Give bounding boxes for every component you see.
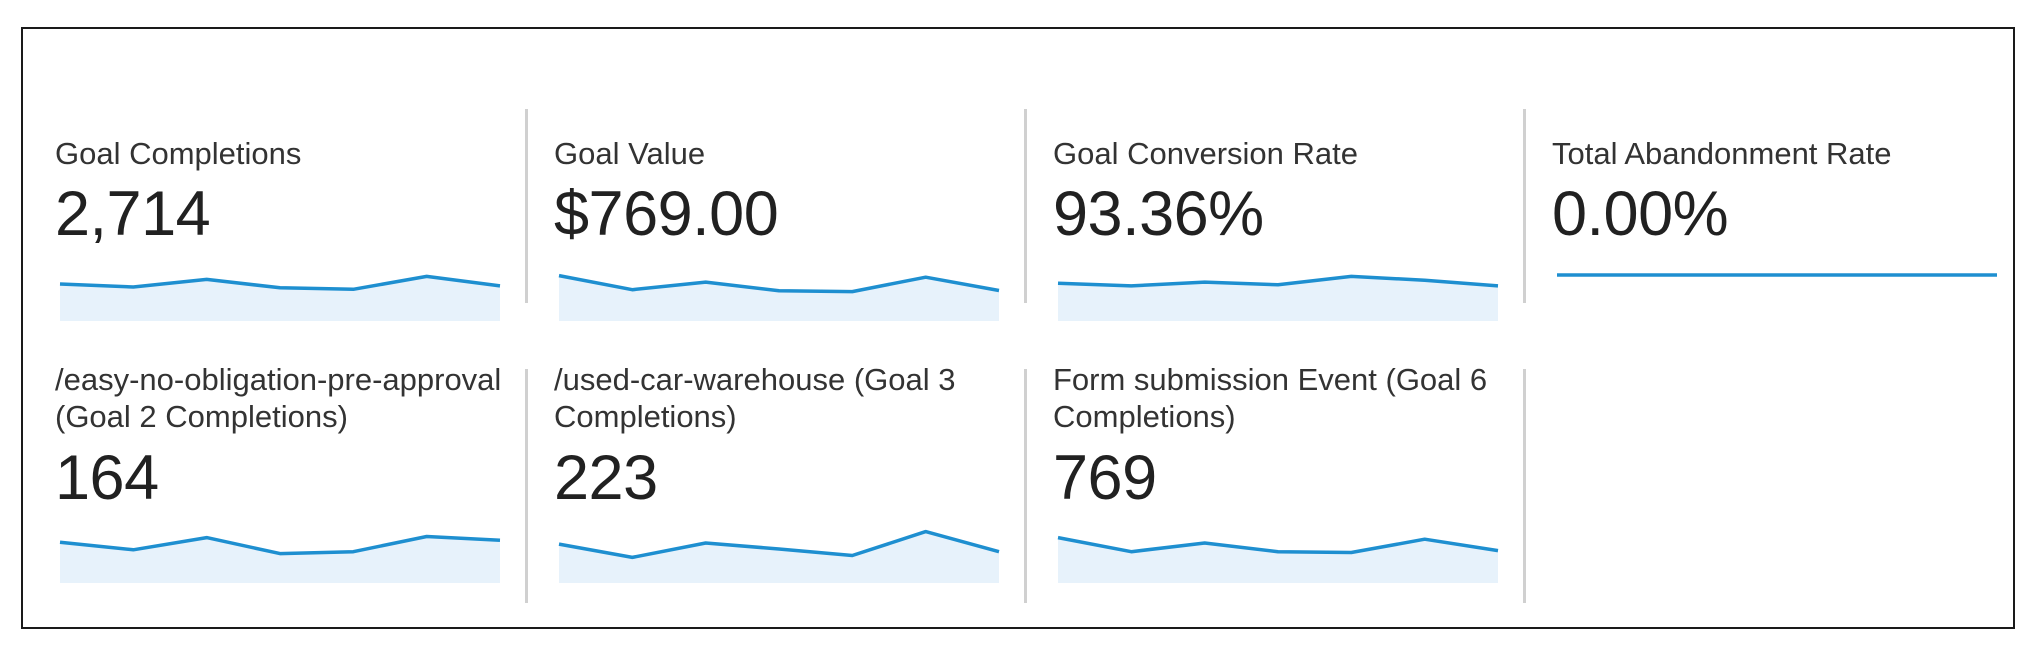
- metric-value: 2,714: [55, 179, 211, 249]
- metric-value: 93.36%: [1053, 179, 1264, 249]
- metric-label: Form submission Event (Goal 6 Completion…: [1053, 362, 1488, 434]
- sparkline-area: [60, 536, 500, 583]
- metric-value: 0.00%: [1552, 179, 1729, 249]
- metric-total-abandonment-rate[interactable]: Total Abandonment Rate 0.00%: [1552, 109, 1997, 309]
- sparkline-line: [1057, 535, 1499, 555]
- sparkline: [558, 273, 1000, 321]
- divider: [525, 369, 528, 603]
- metric-value: 223: [554, 443, 658, 513]
- metric-value: 769: [1053, 443, 1157, 513]
- divider: [1024, 369, 1027, 603]
- metric-value: $769.00: [554, 179, 779, 249]
- divider: [1024, 109, 1027, 303]
- divider: [1523, 109, 1526, 303]
- sparkline-line: [1057, 274, 1499, 288]
- metric-label: Goal Completions: [55, 136, 302, 171]
- metric-goal-6-completions[interactable]: Form submission Event (Goal 6 Completion…: [1053, 362, 1499, 609]
- divider: [1523, 369, 1526, 603]
- sparkline-line: [558, 273, 1000, 294]
- sparkline: [558, 529, 1000, 583]
- sparkline-line: [558, 529, 1000, 560]
- metric-label: Total Abandonment Rate: [1552, 136, 1892, 171]
- sparkline: [1057, 274, 1499, 321]
- sparkline-area: [559, 275, 999, 321]
- sparkline-line: [59, 534, 501, 556]
- metric-label: Goal Value: [554, 136, 706, 171]
- sparkline: [1557, 273, 1997, 277]
- metric-label: Goal Conversion Rate: [1053, 136, 1358, 171]
- goals-overview-panel: Goal Completions 2,714 Goal Value $769.0…: [21, 27, 2015, 629]
- metric-label: /used-car-warehouse (Goal 3 Completions): [554, 362, 956, 434]
- sparkline-area: [60, 276, 500, 321]
- sparkline: [1057, 535, 1499, 583]
- metric-label: /easy-no-obligation-pre-approval (Goal 2…: [55, 362, 502, 434]
- divider: [525, 109, 528, 303]
- metric-goal-completions[interactable]: Goal Completions 2,714: [55, 109, 501, 321]
- metric-goal-value[interactable]: Goal Value $769.00: [554, 109, 1000, 321]
- sparkline-area: [1058, 276, 1498, 321]
- metric-goal-2-completions[interactable]: /easy-no-obligation-pre-approval (Goal 2…: [55, 362, 501, 609]
- sparkline-area: [1058, 537, 1498, 583]
- metric-goal-3-completions[interactable]: /used-car-warehouse (Goal 3 Completions)…: [554, 362, 1000, 609]
- sparkline-line: [59, 274, 501, 292]
- metric-goal-conversion-rate[interactable]: Goal Conversion Rate 93.36%: [1053, 109, 1499, 321]
- metric-value: 164: [55, 443, 159, 513]
- sparkline: [59, 274, 501, 321]
- sparkline: [59, 534, 501, 583]
